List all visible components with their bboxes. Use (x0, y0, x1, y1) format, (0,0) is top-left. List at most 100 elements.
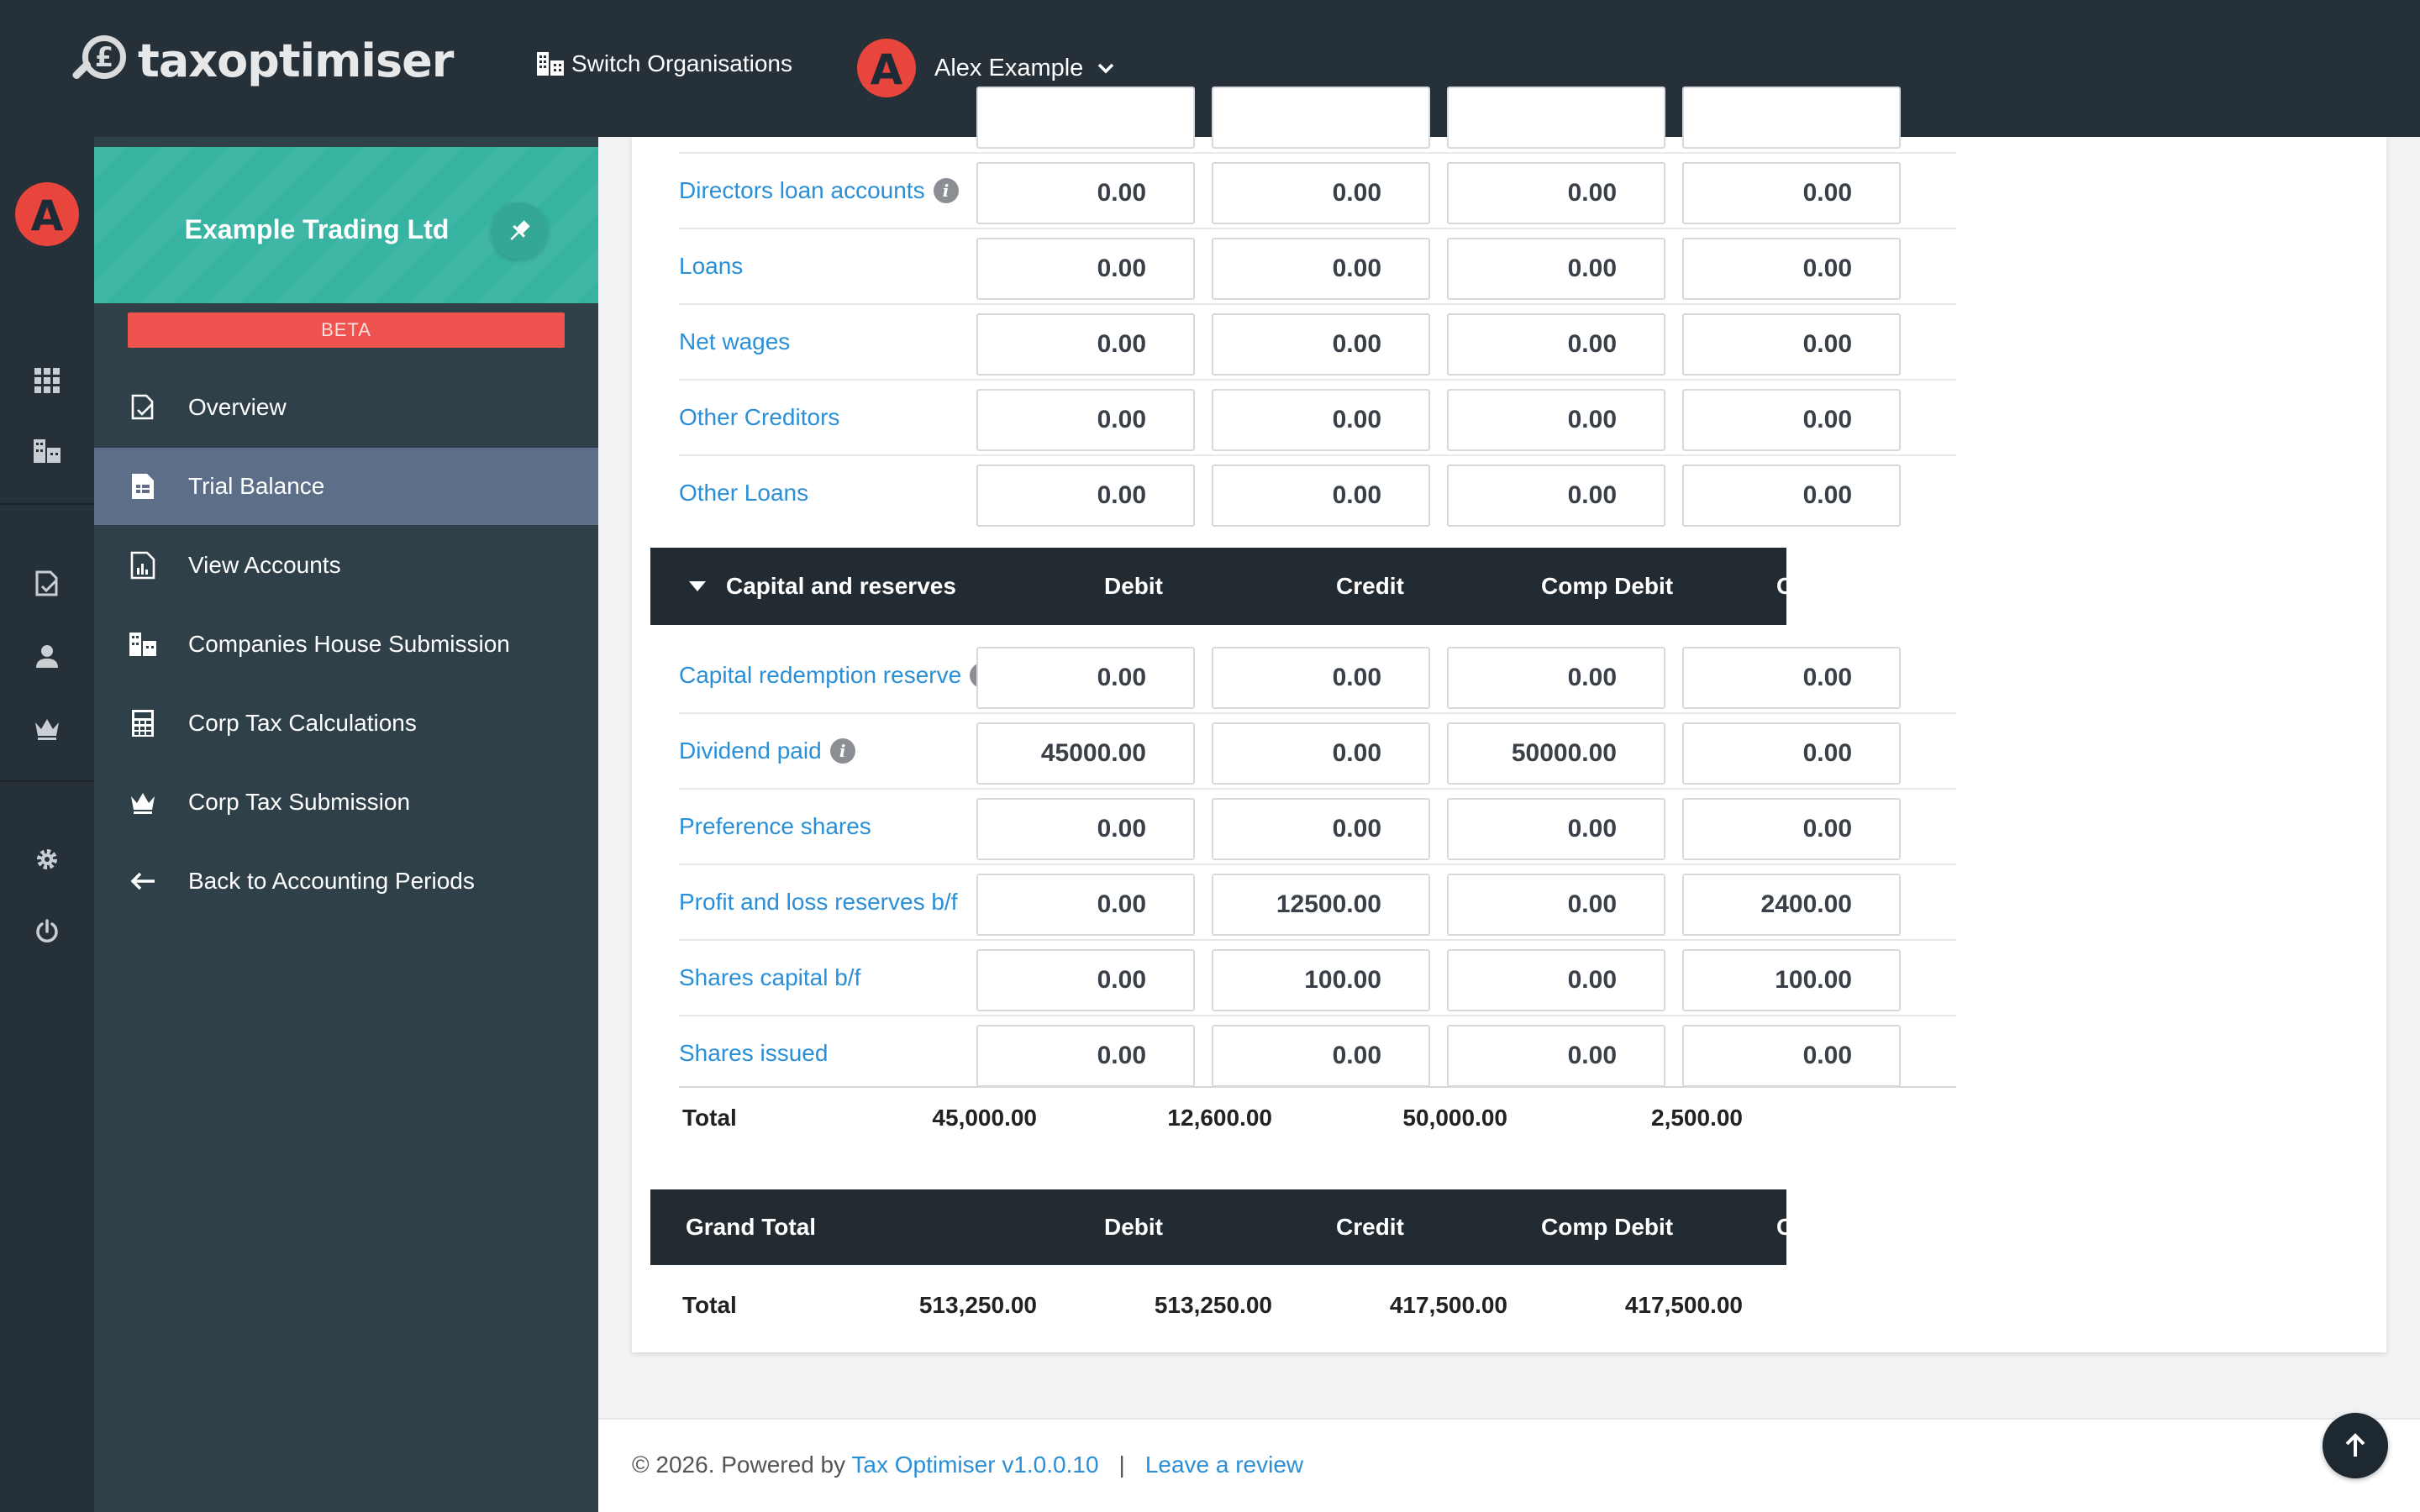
debit-input[interactable] (976, 87, 1195, 149)
comp-credit-input[interactable]: 0.00 (1682, 1025, 1901, 1087)
credit-input[interactable]: 0.00 (1212, 722, 1430, 785)
comp-debit-input[interactable]: 0.00 (1447, 1025, 1665, 1087)
user-name: Alex Example (934, 54, 1084, 81)
comp-debit-input[interactable] (1447, 87, 1665, 149)
debit-input[interactable]: 0.00 (976, 162, 1195, 224)
debit-input[interactable]: 0.00 (976, 798, 1195, 860)
comp-debit-input[interactable]: 0.00 (1447, 238, 1665, 300)
debit-input[interactable]: 0.00 (976, 1025, 1195, 1087)
debit-input[interactable]: 0.00 (976, 647, 1195, 709)
comp-debit-input[interactable]: 0.00 (1447, 949, 1665, 1011)
user-icon[interactable] (32, 641, 62, 671)
back-arrow-icon (126, 864, 160, 898)
nav-label: Corp Tax Submission (188, 789, 411, 815)
comp-debit-input[interactable]: 0.00 (1447, 874, 1665, 936)
info-icon[interactable]: i (829, 738, 855, 764)
comp-debit-input[interactable]: 50000.00 (1447, 722, 1665, 785)
credit-input[interactable]: 0.00 (1212, 313, 1430, 375)
rail-avatar[interactable]: A (15, 182, 79, 246)
credit-input[interactable] (1212, 87, 1430, 149)
account-link[interactable]: Other Creditors (679, 404, 840, 430)
credit-input[interactable]: 0.00 (1212, 1025, 1430, 1087)
nav-corp-tax-calculations[interactable]: Corp Tax Calculations (94, 685, 598, 762)
comp-credit-input[interactable]: 0.00 (1682, 162, 1901, 224)
grand-total-debit: 513,250.00 (918, 1292, 1037, 1318)
comp-debit-input[interactable]: 0.00 (1447, 389, 1665, 451)
copyright-text: © 2026. Powered by (632, 1452, 852, 1478)
switch-organisations-button[interactable]: Switch Organisations (536, 50, 792, 77)
col-comp-debit: Comp Debit (1541, 573, 1674, 599)
comp-debit-input[interactable]: 0.00 (1447, 313, 1665, 375)
pin-button[interactable] (491, 202, 548, 260)
nav-back-to-accounting-periods[interactable]: Back to Accounting Periods (94, 843, 598, 920)
gear-icon[interactable] (32, 844, 62, 874)
grand-total-header: Grand Total Debit Credit Comp Debit C (650, 1189, 1786, 1265)
comp-credit-input[interactable]: 2400.00 (1682, 874, 1901, 936)
debit-input[interactable]: 0.00 (976, 313, 1195, 375)
buildings-icon[interactable] (32, 436, 62, 466)
comp-debit-input[interactable]: 0.00 (1447, 647, 1665, 709)
credit-input[interactable]: 0.00 (1212, 389, 1430, 451)
magnifier-pound-icon: £ (71, 32, 129, 89)
taxoptimiser-logo[interactable]: £ taxoptimiser (71, 32, 454, 89)
account-link[interactable]: Capital redemption reservei (679, 638, 996, 712)
nav-corp-tax-submission[interactable]: Corp Tax Submission (94, 764, 598, 841)
power-icon[interactable] (32, 916, 62, 947)
nav-trial-balance[interactable]: Trial Balance (94, 448, 598, 525)
account-link[interactable]: Shares issued (679, 1040, 829, 1066)
debit-input[interactable]: 0.00 (976, 238, 1195, 300)
account-link[interactable]: Loans (679, 253, 744, 279)
collapse-caret-icon[interactable] (689, 581, 706, 591)
comp-credit-input[interactable]: 0.00 (1682, 465, 1901, 527)
comp-credit-input[interactable]: 0.00 (1682, 722, 1901, 785)
version-link[interactable]: Tax Optimiser v1.0.0.10 (851, 1452, 1099, 1478)
debit-input[interactable]: 0.00 (976, 874, 1195, 936)
credit-input[interactable]: 0.00 (1212, 647, 1430, 709)
debit-input[interactable]: 0.00 (976, 949, 1195, 1011)
leave-review-link[interactable]: Leave a review (1144, 1452, 1304, 1478)
credit-input[interactable]: 0.00 (1212, 162, 1430, 224)
comp-credit-input[interactable]: 0.00 (1682, 238, 1901, 300)
total-comp-debit: 50,000.00 (1402, 1105, 1507, 1131)
account-link[interactable]: Preference shares (679, 813, 871, 839)
table-row: Profit and loss reserves b/f 0.00 12500.… (679, 865, 1956, 941)
total-debit: 45,000.00 (932, 1105, 1037, 1131)
scroll-to-top-button[interactable] (2323, 1413, 2388, 1478)
debit-input[interactable]: 45000.00 (976, 722, 1195, 785)
crown-icon[interactable] (32, 713, 62, 743)
info-icon[interactable]: i (933, 178, 959, 203)
total-label: Total (682, 1292, 737, 1318)
table-row: Loans 0.00 0.00 0.00 0.00 (679, 229, 1956, 305)
credit-input[interactable]: 0.00 (1212, 798, 1430, 860)
comp-credit-input[interactable]: 0.00 (1682, 389, 1901, 451)
account-link[interactable]: Shares capital b/f (679, 964, 861, 990)
comp-debit-input[interactable]: 0.00 (1447, 162, 1665, 224)
nav-overview[interactable]: Overview (94, 369, 598, 446)
credit-input[interactable]: 0.00 (1212, 465, 1430, 527)
comp-credit-input[interactable]: 0.00 (1682, 313, 1901, 375)
footer-separator: | (1118, 1452, 1125, 1478)
overview-icon[interactable] (32, 569, 62, 599)
debit-input[interactable]: 0.00 (976, 389, 1195, 451)
debit-input[interactable]: 0.00 (976, 465, 1195, 527)
credit-input[interactable]: 12500.00 (1212, 874, 1430, 936)
account-link[interactable]: Other Loans (679, 480, 809, 506)
account-link[interactable]: Net wages (679, 328, 791, 354)
apps-grid-icon[interactable] (32, 365, 62, 396)
user-menu[interactable]: A Alex Example (857, 39, 1115, 97)
comp-debit-input[interactable]: 0.00 (1447, 465, 1665, 527)
comp-credit-input[interactable]: 100.00 (1682, 949, 1901, 1011)
nav-view-accounts[interactable]: View Accounts (94, 527, 598, 604)
account-link[interactable]: Directors loan accounts i (679, 154, 959, 228)
credit-input[interactable]: 0.00 (1212, 238, 1430, 300)
account-link[interactable]: Profit and loss reserves b/f (679, 889, 958, 915)
credit-input[interactable]: 100.00 (1212, 949, 1430, 1011)
col-comp-credit: C (1776, 1214, 1786, 1240)
nav-companies-house-submission[interactable]: Companies House Submission (94, 606, 598, 683)
comp-debit-input[interactable]: 0.00 (1447, 798, 1665, 860)
comp-credit-input[interactable] (1682, 87, 1901, 149)
comp-credit-input[interactable]: 0.00 (1682, 647, 1901, 709)
buildings-icon (537, 52, 564, 76)
comp-credit-input[interactable]: 0.00 (1682, 798, 1901, 860)
account-link[interactable]: Dividend paid i (679, 714, 855, 788)
